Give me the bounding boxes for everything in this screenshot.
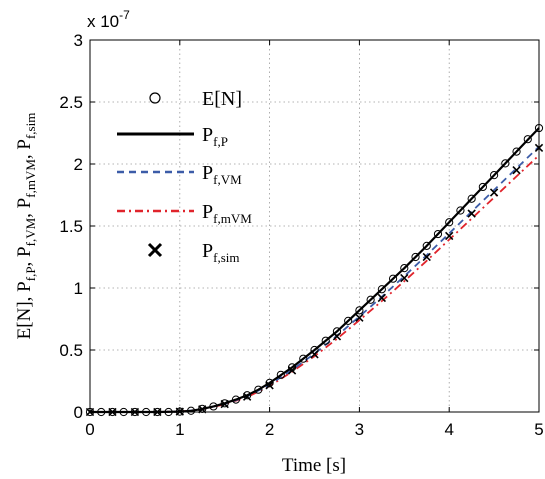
series-p-f-sim [85,143,544,417]
data-point [445,231,454,241]
y-tick-label: 1.5 [59,217,83,236]
data-point [355,313,364,322]
data-point [445,218,454,227]
data-point [332,327,342,336]
data-point [265,381,274,390]
data-point [467,209,476,218]
data-point [366,295,375,304]
data-point [377,285,386,294]
series-line [90,127,540,414]
data-point [478,182,487,192]
x-tick-label: 2 [265,420,274,439]
data-point [489,188,499,197]
data-point [287,366,297,375]
legend-item: Pf,sim [147,240,240,265]
legend-item: Pf,mVM [117,201,252,226]
legend-label: Pf,P [202,124,228,149]
data-point [422,252,431,262]
series-line [90,145,540,413]
data-point [243,391,252,400]
legend-label: Pf,mVM [202,201,252,226]
y-multiplier: x 10-7 [87,8,130,31]
y-tick-label: 0 [74,403,83,422]
data-point [523,135,532,144]
data-point [220,399,229,408]
data-point [299,354,308,363]
series-layer [85,123,544,417]
legend-item: Pf,P [117,124,228,149]
x-tick-label: 0 [85,420,94,439]
series-p-f-p [90,127,540,414]
series-p-f-mvm [90,154,540,413]
axis-ticks: 0 1 2 3 4 5 0 0.5 1 1.5 2 2.5 3 [59,31,543,439]
data-point [512,147,521,156]
legend-item: Pf,VM [117,162,242,187]
y-tick-label: 3 [74,31,83,50]
legend-swatch [149,92,161,104]
data-point [433,229,443,239]
data-point [467,194,476,203]
data-point [242,392,252,401]
legend-label: E[N] [202,88,242,110]
y-tick-label: 1 [74,279,83,298]
data-point [512,166,521,175]
series-e-n- [85,123,544,417]
data-point [400,264,409,273]
series-line [90,154,540,413]
y-tick-label: 2.5 [59,93,83,112]
data-point [501,159,510,168]
y-tick-label: 0.5 [59,341,83,360]
data-point [276,370,285,379]
data-point [422,241,431,250]
series-p-f-vm [90,145,540,413]
x-tick-label: 5 [534,420,543,439]
data-point [321,336,330,345]
x-tick-label: 3 [355,420,364,439]
data-point [400,273,409,283]
data-point [388,274,398,283]
data-point [254,385,263,394]
data-point [377,293,387,303]
data-point [231,395,241,404]
data-point [332,332,342,341]
data-point [344,316,353,325]
data-point [220,399,229,409]
y-axis-label: E[N], Pf,P, Pf,VM, Pf,mVM, Pf,sim [14,113,38,340]
legend-item: E[N] [149,88,242,110]
data-point [456,206,465,215]
x-axis-label: Time [s] [282,455,346,476]
legend-swatch [147,242,163,258]
x-tick-label: 4 [444,420,453,439]
data-point [186,406,196,415]
data-point [310,350,319,359]
data-point [209,402,218,411]
legend-label: Pf,sim [202,240,240,265]
data-point [411,252,420,262]
x-tick-label: 1 [175,420,184,439]
legend: E[N] Pf,P Pf,VM Pf,mVM Pf,sim [117,88,252,265]
data-point [490,171,499,180]
legend-label: Pf,VM [202,162,242,187]
data-point [355,306,364,315]
y-tick-label: 2 [74,155,83,174]
